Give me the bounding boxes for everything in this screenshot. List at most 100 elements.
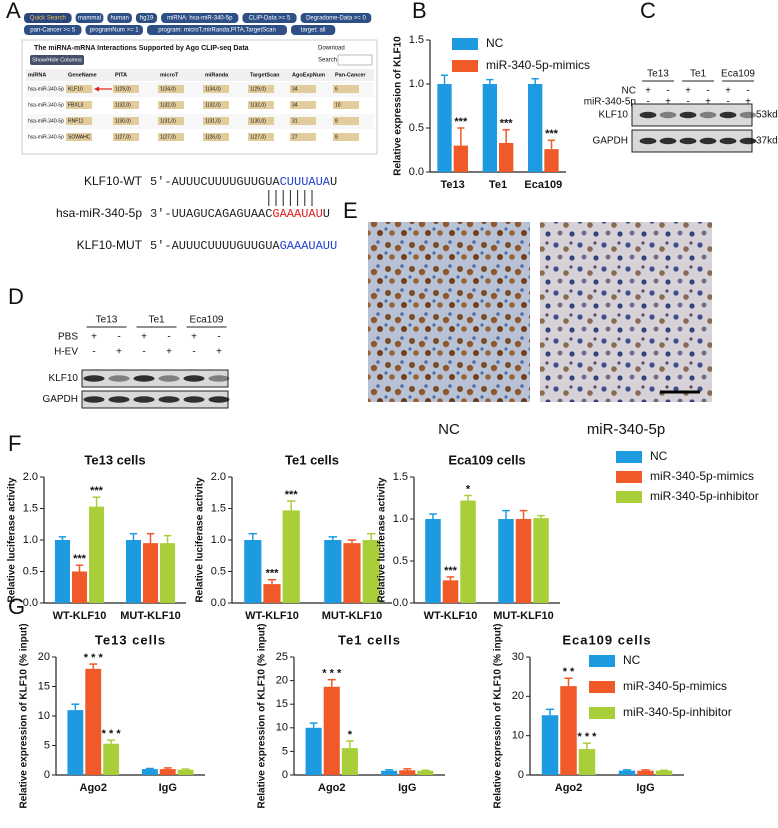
legend-label: miR-340-5p-inhibitor xyxy=(650,489,759,503)
cell-bg xyxy=(203,133,229,141)
y-tick-label: 0.0 xyxy=(409,166,424,178)
y-tick-label: 0.5 xyxy=(393,555,408,567)
panel-letter: A xyxy=(6,0,21,23)
filter-button-label: Degradome-Data >= 0 xyxy=(306,16,366,22)
column-header: AgoExpNum xyxy=(292,72,325,78)
significance-label: *** xyxy=(454,116,468,128)
column-header: Pan-Cancer xyxy=(335,72,366,78)
y-axis-label: Relative expression of KLF10 (% input) xyxy=(257,623,268,808)
x-tick-label: IgG xyxy=(636,782,654,794)
table-cell: 1(31,0) xyxy=(205,118,221,124)
blot-band xyxy=(719,137,737,145)
y-tick-label: 20 xyxy=(38,651,50,663)
treatment-sign: + xyxy=(116,347,122,358)
blot-band xyxy=(108,375,130,382)
cell-bg xyxy=(203,101,229,109)
bar xyxy=(142,543,159,603)
significance-label: *** xyxy=(444,565,458,577)
bar xyxy=(544,149,559,172)
sequence-label: KLF10-MUT xyxy=(77,238,143,252)
y-axis-label: Relative luciferase activity xyxy=(195,477,206,603)
cell-bg xyxy=(66,117,92,125)
cell-bg xyxy=(113,101,139,109)
legend-swatch xyxy=(452,38,478,50)
filter-button xyxy=(85,25,143,35)
chart-title: Eca109 cells xyxy=(562,632,651,647)
treatment-label: NC xyxy=(622,86,636,97)
image-label: NC xyxy=(438,421,460,438)
significance-label: * * * xyxy=(84,652,104,664)
image-label: miR-340-5p xyxy=(587,421,665,438)
chart-title: Te1 cells xyxy=(338,632,401,647)
x-tick-label: WT-KLF10 xyxy=(53,610,107,622)
blot-band xyxy=(83,375,105,382)
blot-band xyxy=(133,375,155,382)
treatment-sign: + xyxy=(725,86,731,97)
bar xyxy=(453,145,468,172)
y-tick-label: 20 xyxy=(512,690,524,702)
y-axis-label: Relative expression of KLF10 (% input) xyxy=(19,623,30,808)
y-tick-label: 0.0 xyxy=(211,597,226,609)
table-cell: 1(26,0) xyxy=(205,134,221,140)
treatment-sign: + xyxy=(745,97,751,108)
y-tick-label: 1.5 xyxy=(393,471,408,483)
legend-swatch xyxy=(589,707,615,719)
treatment-sign: - xyxy=(142,347,145,358)
cell-bg xyxy=(333,101,359,109)
sequence-label: KLF10-WT xyxy=(84,174,143,188)
cell-line-label: Eca109 xyxy=(721,69,755,80)
y-tick-label: 0.5 xyxy=(211,565,226,577)
blot-band xyxy=(679,111,697,119)
chart-title: Te13 cells xyxy=(84,452,145,467)
table-cell: 1(29,0) xyxy=(115,86,131,92)
panel-letter: B xyxy=(412,0,427,23)
y-tick-label: 1.0 xyxy=(393,513,408,525)
blot-band xyxy=(659,111,677,119)
cell-bg xyxy=(248,85,274,93)
significance-label: *** xyxy=(73,553,87,565)
blot-band xyxy=(739,137,757,145)
treatment-sign: + xyxy=(216,347,222,358)
treatment-sign: + xyxy=(91,332,97,343)
table-cell: 8 xyxy=(335,134,338,140)
cell-bg xyxy=(248,133,274,141)
legend-label: NC xyxy=(623,653,641,667)
table-cell: hsa-miR-340-5p xyxy=(28,118,64,124)
y-tick-label: 0.5 xyxy=(409,122,424,134)
bar xyxy=(442,580,459,603)
y-tick-label: 25 xyxy=(276,651,288,663)
filter-button xyxy=(300,13,372,23)
cell-bg xyxy=(113,117,139,125)
bar xyxy=(425,519,441,603)
x-tick-label: MUT-KLF10 xyxy=(322,610,383,622)
legend-label: miR-340-5p-inhibitor xyxy=(623,705,732,719)
blot-band xyxy=(208,396,230,403)
table-cell: 1(34,0) xyxy=(205,86,221,92)
show-hide-label: Show/Hide Columns xyxy=(32,57,82,63)
legend-swatch xyxy=(589,681,615,693)
y-axis-label: Relative luciferase activity xyxy=(7,477,18,603)
band-size: 53kd xyxy=(756,110,778,121)
cell-bg xyxy=(333,133,359,141)
y-axis-label: Relative expression of KLF10 (% input) xyxy=(493,623,504,808)
bar xyxy=(103,743,120,775)
y-tick-label: 0.5 xyxy=(23,565,38,577)
x-tick-label: Ago2 xyxy=(555,782,583,794)
legend-swatch xyxy=(616,491,642,503)
x-tick-label: Te1 xyxy=(489,179,507,191)
cell-bg xyxy=(66,101,92,109)
bar xyxy=(655,770,673,775)
cell-bg xyxy=(290,117,316,125)
bar xyxy=(417,770,434,775)
treatment-sign: - xyxy=(726,97,729,108)
y-tick-label: 0.0 xyxy=(23,597,38,609)
bar xyxy=(89,506,105,603)
y-tick-label: 0 xyxy=(282,769,288,781)
cell-bg xyxy=(290,133,316,141)
y-tick-label: 1.0 xyxy=(23,534,38,546)
blot-band xyxy=(699,137,717,145)
bar xyxy=(85,668,102,775)
bar xyxy=(560,686,577,775)
significance-label: *** xyxy=(90,485,104,497)
significance-label: * xyxy=(348,729,353,741)
